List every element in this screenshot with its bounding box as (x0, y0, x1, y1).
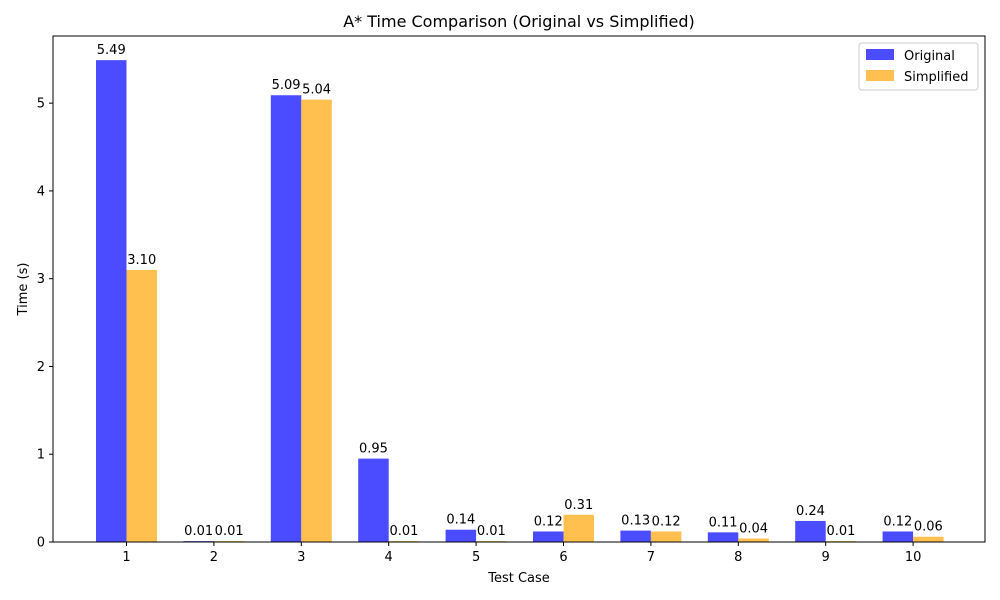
data-label-original-2: 0.01 (184, 524, 213, 539)
data-label-original-8: 0.11 (709, 515, 738, 530)
data-label-simplified-10: 0.06 (914, 520, 943, 535)
data-label-simplified-6: 0.31 (564, 498, 593, 513)
legend-label-original: Original (904, 49, 955, 64)
x-tick-label: 5 (472, 550, 480, 565)
data-label-original-5: 0.14 (446, 513, 475, 528)
x-tick-label: 3 (297, 550, 305, 565)
bar-original-10 (882, 531, 914, 542)
x-tick-label: 4 (385, 550, 393, 565)
bar-simplified-7 (650, 531, 682, 542)
bar-original-7 (620, 530, 651, 542)
bar-original-1 (96, 60, 127, 543)
x-tick-label: 1 (122, 550, 130, 565)
legend-label-simplified: Simplified (904, 70, 968, 85)
data-label-original-10: 0.12 (883, 514, 912, 529)
x-axis-label: Test Case (487, 571, 550, 586)
bar-simplified-10 (913, 536, 944, 542)
bar-original-6 (533, 531, 564, 542)
data-label-original-4: 0.95 (359, 442, 388, 457)
bar-original-3 (270, 95, 302, 542)
data-label-simplified-1: 3.10 (127, 253, 156, 268)
bar-simplified-6 (563, 514, 594, 542)
y-tick-label: 4 (37, 184, 45, 199)
data-label-simplified-3: 5.04 (302, 83, 331, 98)
x-tick-label: 9 (822, 550, 830, 565)
data-label-simplified-2: 0.01 (215, 524, 244, 539)
chart-title: A* Time Comparison (Original vs Simplifi… (343, 12, 695, 31)
x-tick-label: 6 (559, 550, 567, 565)
legend-swatch-original (866, 49, 894, 60)
x-tick-label: 7 (647, 550, 655, 565)
data-label-original-7: 0.13 (621, 514, 650, 529)
data-label-original-3: 5.09 (272, 78, 301, 93)
data-label-simplified-5: 0.01 (477, 524, 506, 539)
y-tick-label: 1 (37, 448, 45, 463)
bar-simplified-3 (301, 99, 332, 542)
bar-original-9 (795, 520, 826, 542)
data-label-original-6: 0.12 (534, 514, 563, 529)
y-tick-label: 2 (37, 360, 45, 375)
legend: Original Simplified (858, 42, 979, 91)
data-label-simplified-9: 0.01 (826, 524, 855, 539)
data-label-simplified-8: 0.04 (739, 521, 768, 536)
plot-area: 5.490.015.090.950.14 0.12 0.13 0.110.240.12… (37, 43, 944, 565)
bar-original-8 (707, 532, 739, 542)
bar-simplified-1 (126, 269, 157, 542)
bar-original-5 (445, 529, 477, 542)
x-tick-label: 10 (905, 550, 922, 565)
data-label-original-1: 5.49 (97, 43, 126, 58)
y-tick-label: 3 (37, 272, 45, 287)
x-tick-label: 2 (210, 550, 218, 565)
y-tick-label: 5 (37, 97, 45, 112)
x-tick-label: 8 (734, 550, 742, 565)
data-label-simplified-4: 0.01 (389, 524, 418, 539)
y-tick-label: 0 (37, 536, 45, 551)
data-label-simplified-7: 0.12 (652, 514, 681, 529)
data-label-original-9: 0.24 (796, 504, 825, 519)
plot-frame (52, 35, 986, 543)
legend-swatch-simplified (866, 70, 894, 81)
bar-original-4 (358, 458, 389, 542)
y-axis-label: Time (s) (16, 263, 31, 317)
bar-simplified-8 (738, 538, 769, 542)
